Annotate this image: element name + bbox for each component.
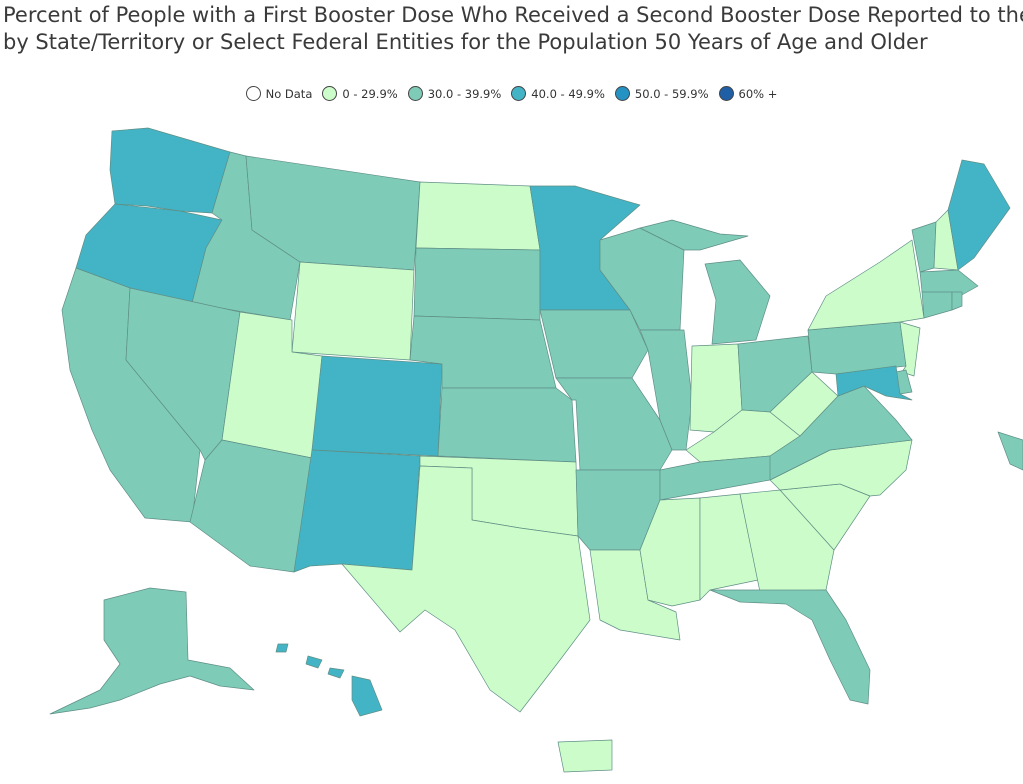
territory-puerto-rico[interactable] xyxy=(557,739,613,773)
state-new-mexico[interactable] xyxy=(293,449,421,573)
legend-swatch xyxy=(511,86,527,101)
state-michigan[interactable] xyxy=(704,259,771,345)
legend-swatch xyxy=(407,86,423,101)
legend-item-60-plus[interactable]: 60% + xyxy=(718,86,778,101)
state-maine[interactable] xyxy=(947,159,1011,271)
state-alabama[interactable] xyxy=(699,493,759,601)
state-pennsylvania[interactable] xyxy=(807,321,907,375)
legend-label: 30.0 - 39.9% xyxy=(427,86,502,101)
legend-label: 60% + xyxy=(738,86,778,101)
chart-title: Percent of People with a First Booster D… xyxy=(3,2,1023,56)
state-kansas[interactable] xyxy=(437,387,577,463)
state-georgia[interactable] xyxy=(739,489,835,593)
state-arizona[interactable] xyxy=(189,439,313,573)
legend-item-40-49[interactable]: 40.0 - 49.9% xyxy=(511,86,605,101)
state-washington[interactable] xyxy=(109,127,231,214)
legend-swatch xyxy=(245,86,261,101)
state-illinois[interactable] xyxy=(639,329,693,451)
state-wyoming[interactable] xyxy=(291,261,415,361)
state-hawaii-islands[interactable] xyxy=(275,643,345,679)
legend-swatch xyxy=(322,86,338,101)
legend-label: No Data xyxy=(265,86,313,101)
state-north-dakota[interactable] xyxy=(415,181,541,251)
legend-item-0-29[interactable]: 0 - 29.9% xyxy=(322,86,398,101)
legend-label: 50.0 - 59.9% xyxy=(634,86,709,101)
legend-label: 40.0 - 49.9% xyxy=(531,86,605,101)
state-colorado[interactable] xyxy=(311,355,443,457)
state-massachusetts[interactable] xyxy=(919,269,979,297)
state-new-york[interactable] xyxy=(807,239,925,331)
legend-item-30-39[interactable]: 30.0 - 39.9% xyxy=(407,86,502,101)
title-line-1: Percent of People with a First Booster D… xyxy=(3,3,1023,27)
state-texas[interactable] xyxy=(341,465,591,713)
legend-item-no-data[interactable]: No Data xyxy=(245,86,313,101)
state-rhode-island[interactable] xyxy=(951,291,963,311)
state-alaska[interactable] xyxy=(49,587,255,715)
state-connecticut[interactable] xyxy=(921,291,953,319)
state-hawaii[interactable] xyxy=(351,675,383,717)
legend-swatch xyxy=(614,86,630,101)
state-florida[interactable] xyxy=(709,589,871,705)
state-south-dakota[interactable] xyxy=(413,247,541,321)
legend-label: 0 - 29.9% xyxy=(342,86,398,101)
territory-us-virgin-islands[interactable] xyxy=(997,431,1023,471)
legend: No Data 0 - 29.9% 30.0 - 39.9% 40.0 - 49… xyxy=(0,86,1023,101)
state-michigan-up[interactable] xyxy=(639,219,749,251)
state-new-jersey[interactable] xyxy=(899,321,921,377)
state-maryland[interactable] xyxy=(835,365,913,401)
title-line-2: by State/Territory or Select Federal Ent… xyxy=(3,30,928,54)
legend-swatch xyxy=(718,86,734,101)
state-iowa[interactable] xyxy=(539,309,649,379)
legend-item-50-59[interactable]: 50.0 - 59.9% xyxy=(614,86,709,101)
